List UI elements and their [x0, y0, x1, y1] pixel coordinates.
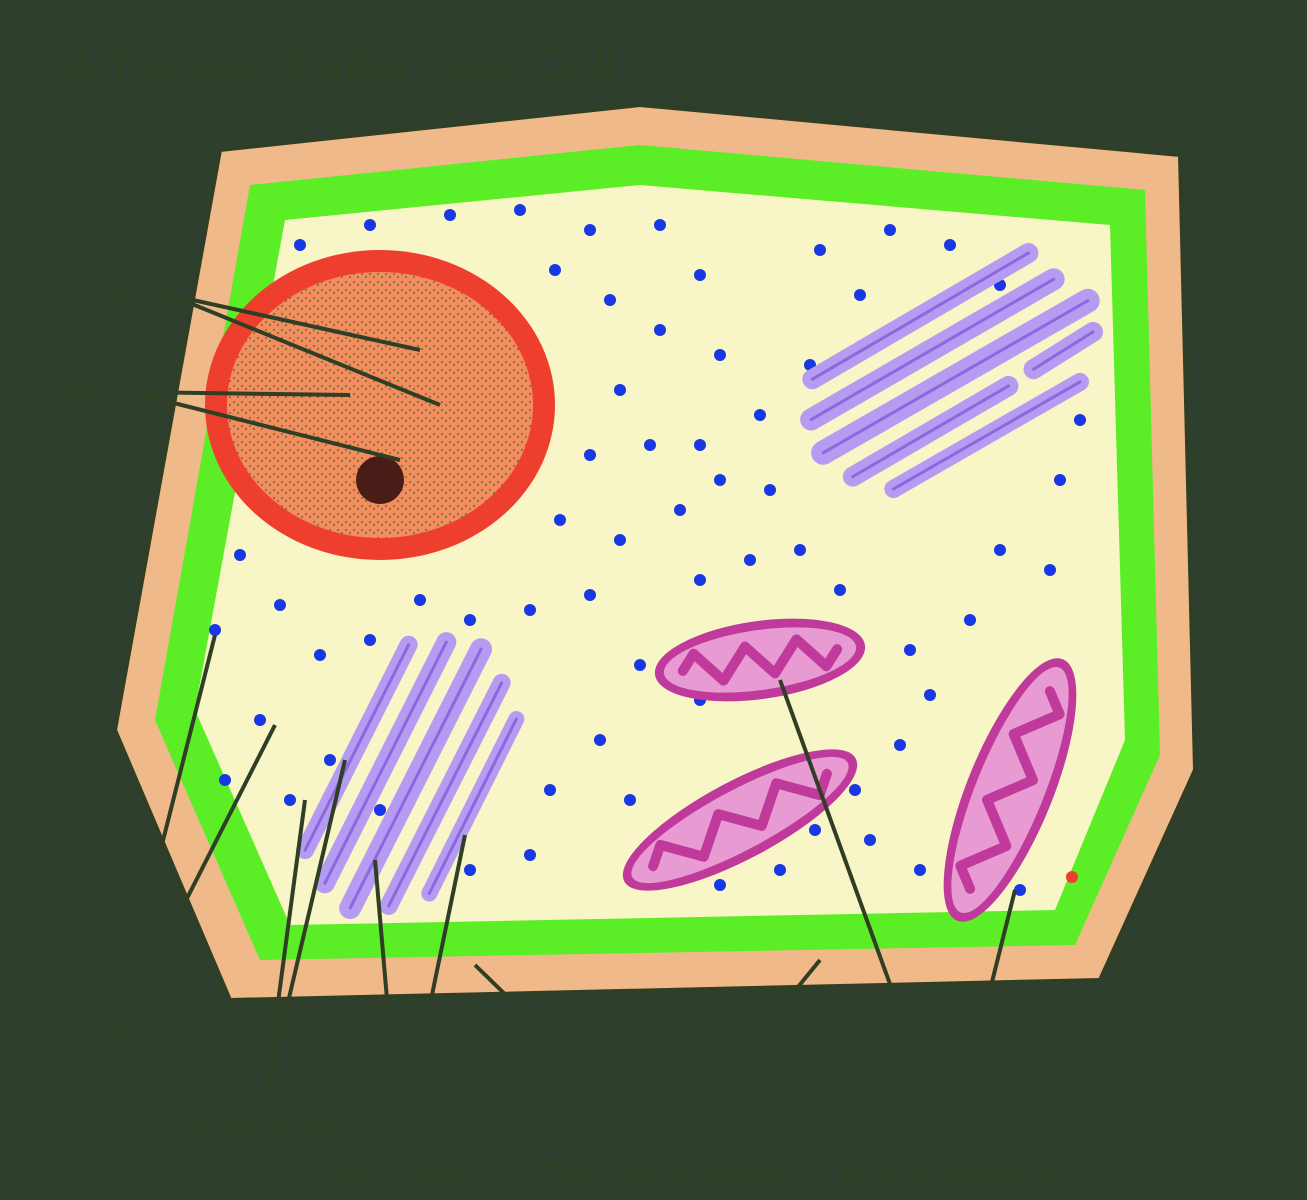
ribosome-dot	[1044, 564, 1056, 576]
ribosome-dot	[694, 269, 706, 281]
ribosome-dot	[614, 384, 626, 396]
ribosome-dot	[544, 784, 556, 796]
ribosome-dot	[944, 239, 956, 251]
label-cellwall: Cell Wall	[1125, 1070, 1265, 1108]
ribosome-dot	[624, 794, 636, 806]
ribosome-dot	[834, 584, 846, 596]
ribosome-dot	[464, 864, 476, 876]
ribosome-dot	[894, 739, 906, 751]
ribosome-dot	[324, 754, 336, 766]
ribosome-dot	[554, 514, 566, 526]
ribosome-dot	[924, 689, 936, 701]
ribosome-dot	[694, 574, 706, 586]
ribosome-dot	[864, 834, 876, 846]
ribosome-dot	[234, 549, 246, 561]
ribosome-dot	[654, 219, 666, 231]
ribosome-dot	[754, 409, 766, 421]
ribosome-dot	[794, 544, 806, 556]
ribosome-dot	[209, 624, 221, 636]
ribosome-dot	[584, 224, 596, 236]
ribosome-dot	[714, 474, 726, 486]
ribosome-dot	[584, 589, 596, 601]
label-golgi: Golgi Body	[305, 1155, 486, 1193]
ribosome-dot	[549, 264, 561, 276]
ribosome-dot	[284, 794, 296, 806]
ribosome-dot	[914, 864, 926, 876]
nucleolus	[356, 456, 404, 504]
label-membrane: Cell Membrane	[540, 1155, 782, 1193]
ribosome-dot	[1054, 474, 1066, 486]
ribosome-dot	[809, 824, 821, 836]
ribosome-dot	[444, 209, 456, 221]
ribosome-dot	[654, 324, 666, 336]
ribosome-dot	[594, 734, 606, 746]
ribosome-dot	[364, 219, 376, 231]
label-cytoplasm: Cytoplasm	[30, 1050, 204, 1088]
ribosome-dot	[904, 644, 916, 656]
ribosome-dot	[584, 449, 596, 461]
ribosome-dot	[849, 784, 861, 796]
ribosome-dot	[314, 649, 326, 661]
ribosome-dot	[674, 504, 686, 516]
ribosome-dot	[524, 604, 536, 616]
ribosome-dot	[714, 349, 726, 361]
ribosome-dot	[524, 849, 536, 861]
ribosome-dot	[604, 294, 616, 306]
ribosome-dot	[884, 224, 896, 236]
label-nucleus: Nucleus	[45, 270, 177, 308]
ribosome-dot	[464, 614, 476, 626]
label-ribosomes: Ribosomes	[165, 1105, 348, 1143]
stray-red-dot	[1066, 871, 1078, 883]
ribosome-dot	[374, 804, 386, 816]
ribosome-dot	[764, 484, 776, 496]
ribosome-dot	[414, 594, 426, 606]
ribosome-dot	[219, 774, 231, 786]
ribosome-dot	[274, 599, 286, 611]
ribosome-dot	[994, 544, 1006, 556]
ribosome-dot	[364, 634, 376, 646]
diagram-title: A Typical Eukaryote Cell	[59, 38, 618, 91]
label-mitochondria: Mitochondria	[840, 1155, 1055, 1193]
ribosome-dot	[744, 554, 756, 566]
ribosome-dot	[644, 439, 656, 451]
ribosome-dot	[514, 204, 526, 216]
ribosome-dot	[254, 714, 266, 726]
ribosome-dot	[964, 614, 976, 626]
ribosome-dot	[774, 864, 786, 876]
ribosome-dot	[294, 239, 306, 251]
ribosome-dot	[634, 659, 646, 671]
ribosome-dot	[694, 439, 706, 451]
ribosome-dot	[1074, 414, 1086, 426]
ribosome-dot	[814, 244, 826, 256]
label-dna: DNA	[50, 370, 124, 408]
ribosome-dot	[614, 534, 626, 546]
ribosome-dot	[854, 289, 866, 301]
ribosome-dot	[714, 879, 726, 891]
